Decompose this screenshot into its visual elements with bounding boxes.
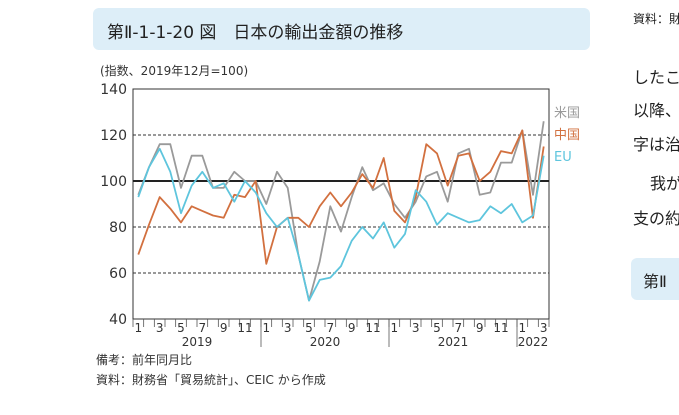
x-tick-label: 9	[220, 321, 228, 335]
plot-frame	[132, 88, 550, 320]
y-tick-label: 60	[109, 266, 127, 282]
x-tick-label: 3	[284, 321, 292, 335]
figure-title-box: 第Ⅱ-1-1-20 図 日本の輸出金額の推移	[93, 8, 590, 50]
y-tick-label: 80	[109, 220, 127, 236]
x-tick-label: 1	[519, 321, 527, 335]
side-line-1: したこ	[633, 68, 679, 87]
x-year-label: 2021	[438, 335, 469, 349]
x-tick-label: 1	[263, 321, 271, 335]
x-tick-label: 3	[540, 321, 548, 335]
x-tick-label: 7	[327, 321, 335, 335]
x-tick-label: 11	[493, 321, 508, 335]
side-top-text: 資料：財	[633, 12, 679, 26]
series-line-中国	[137, 129, 545, 265]
x-tick-label: 11	[237, 321, 252, 335]
x-tick-label: 11	[365, 321, 380, 335]
x-tick-label: 5	[305, 321, 313, 335]
x-year-label: 2020	[310, 335, 341, 349]
note-source: 資料：財務省「貿易統計」、CEIC から作成	[96, 373, 326, 387]
y-tick-label: 140	[100, 82, 127, 98]
legend-label-EU: EU	[554, 150, 572, 165]
x-tick-label: 9	[348, 321, 356, 335]
unit-label: (指数、2019年12月=100)	[100, 64, 249, 78]
figure-title: 第Ⅱ-1-1-20 図 日本の輸出金額の推移	[107, 23, 404, 43]
x-tick-label: 7	[199, 321, 207, 335]
y-tick-label: 100	[100, 174, 127, 190]
y-tick-label: 120	[100, 128, 127, 144]
x-year-label: 2022	[518, 335, 549, 349]
y-tick-label: 40	[109, 312, 127, 328]
legend-label-米国: 米国	[554, 106, 580, 121]
side-section-box: 第Ⅱ	[631, 258, 679, 300]
x-year-label: 2019	[182, 335, 213, 349]
x-tick-label: 1	[135, 321, 143, 335]
series-line-EU	[137, 147, 545, 302]
legend-label-中国: 中国	[554, 128, 580, 143]
x-tick-label: 3	[412, 321, 420, 335]
side-box-label: 第Ⅱ	[643, 272, 667, 291]
x-tick-label: 5	[177, 321, 185, 335]
side-line-4: 我が	[650, 174, 679, 193]
x-tick-label: 3	[156, 321, 164, 335]
x-tick-label: 1	[391, 321, 399, 335]
side-line-2: 以降、	[633, 101, 679, 120]
side-line-5: 支の約	[633, 209, 679, 228]
x-tick-label: 5	[433, 321, 441, 335]
x-tick-label: 9	[476, 321, 484, 335]
note-remark: 備考：前年同月比	[96, 353, 193, 367]
series-line-米国	[137, 121, 545, 302]
side-line-3: 字は治	[633, 135, 679, 154]
x-tick-label: 7	[455, 321, 463, 335]
